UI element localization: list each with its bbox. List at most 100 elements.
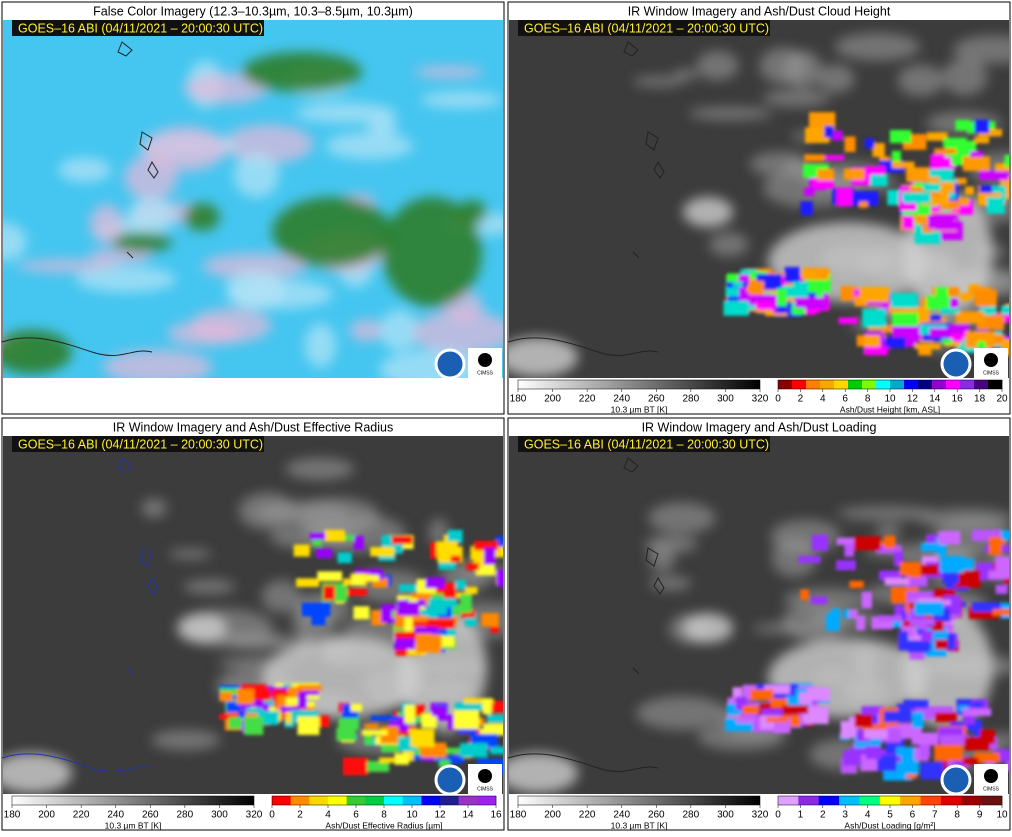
ash-pixel <box>965 331 996 348</box>
ash-pixel <box>865 746 882 760</box>
colorbar-tick-label: 220 <box>579 810 596 821</box>
ash-pixel <box>800 589 809 601</box>
ash-pixel <box>853 289 863 303</box>
ash-pixel <box>923 183 941 192</box>
ash-pixel <box>219 714 242 720</box>
colorbar-segment <box>988 380 1003 389</box>
cloud <box>644 535 698 553</box>
ash-pixel <box>940 734 970 745</box>
ash-pixel <box>920 630 933 642</box>
cloud <box>141 498 167 518</box>
colorbar-tick-label: 14 <box>462 810 474 821</box>
ash-pixel <box>228 717 242 730</box>
ash-pixel <box>915 708 934 720</box>
ash-pixel <box>917 623 927 630</box>
colorbar <box>11 795 255 806</box>
noaa-logo <box>434 348 466 380</box>
ash-pixel <box>353 606 370 620</box>
colorbar-segment <box>848 380 863 389</box>
ash-pixel <box>309 532 326 540</box>
ash-pixel <box>246 708 263 714</box>
cloud <box>897 64 945 97</box>
ash-pixel <box>844 544 855 557</box>
ash-pixel <box>859 287 890 303</box>
ash-pixel <box>859 201 868 208</box>
panel: IR Window Imagery and Ash/Dust Effective… <box>1 417 505 831</box>
ash-pixel <box>825 155 845 161</box>
bright-cloud <box>683 613 733 643</box>
ash-pixel <box>276 695 286 709</box>
colorbar-tick-label: 2 <box>820 810 826 821</box>
colorbar-segment <box>477 796 497 805</box>
ash-pixel <box>854 714 873 728</box>
ash-pixel <box>459 743 488 758</box>
ash-pixel <box>849 609 858 618</box>
ash-pixel <box>863 346 888 356</box>
cloud <box>217 632 291 644</box>
ash-pixel <box>750 689 774 701</box>
colorbar-segment <box>328 796 347 805</box>
ash-pixel <box>912 712 924 729</box>
colorbar-segment <box>876 380 891 389</box>
colorbar <box>517 795 761 806</box>
colorbar-segment <box>818 796 840 805</box>
ash-pixel <box>337 552 352 564</box>
ash-pixel <box>742 705 759 715</box>
panel: IR Window Imagery and Ash/Dust Cloud Hei… <box>507 1 1011 415</box>
ash-pixel <box>280 706 300 713</box>
colorbar-tick-label: 280 <box>683 394 700 405</box>
ash-pixel <box>911 732 939 745</box>
colorbar-tick-label: 6 <box>353 810 359 821</box>
ash-pixel <box>836 187 853 207</box>
ash-pixel <box>439 759 451 769</box>
stamp-bg <box>518 436 770 452</box>
colorbar-segment <box>918 380 933 389</box>
colorbar-tick-label: 3 <box>842 810 848 821</box>
ash-pixel <box>965 186 975 195</box>
ash-pixel <box>798 556 821 563</box>
cloud <box>672 69 700 80</box>
ash-pixel <box>935 712 957 723</box>
ash-pixel <box>287 686 299 706</box>
ash-pixel <box>943 299 958 308</box>
ash-pixel <box>397 737 411 749</box>
ash-pixel <box>836 537 863 545</box>
ash-pixel <box>928 706 954 718</box>
ash-pixel <box>856 730 871 742</box>
colorbar-segment <box>778 796 799 805</box>
colorbar-segment <box>402 796 422 805</box>
ash-pixel <box>962 156 990 171</box>
ash-pixel <box>811 596 827 605</box>
ash-pixel <box>843 168 865 180</box>
ash-pixel <box>914 343 941 350</box>
cloud <box>261 580 302 613</box>
cimss-logo <box>478 769 492 783</box>
ash-pixel <box>805 301 816 315</box>
cloud <box>349 319 384 342</box>
cloud <box>837 506 936 521</box>
ash-pixel <box>870 174 888 187</box>
ash-pixel <box>907 640 930 653</box>
bright-cloud <box>509 337 578 377</box>
colorbar-label: 10.3 µm BT [K] <box>611 820 668 830</box>
cloud <box>306 514 406 553</box>
ash-pixel <box>425 577 445 589</box>
ash-pixel <box>912 188 940 197</box>
stamp: GOES–16 ABI (04/11/2021 – 20:00:30 UTC) <box>18 437 263 451</box>
ash-pixel <box>876 545 902 554</box>
ash-pixel <box>978 129 1003 137</box>
colorbar-tick-label: 4 <box>325 810 331 821</box>
colorbar-segment <box>440 796 459 805</box>
colorbar-tick-label: 10 <box>884 394 896 405</box>
colorbar-tick-label: 180 <box>4 810 21 821</box>
stamp: GOES–16 ABI (04/11/2021 – 20:00:30 UTC) <box>524 437 769 451</box>
ash-pixel <box>402 744 414 762</box>
ash-pixel <box>1001 339 1009 356</box>
colorbar-label: Ash/Dust Effective Radius [µm] <box>325 820 442 830</box>
ash-pixel <box>436 747 461 755</box>
ash-pixel <box>792 281 809 298</box>
dust-cloud <box>242 52 362 92</box>
ash-pixel <box>804 127 830 144</box>
cloud <box>201 253 308 280</box>
ash-dust <box>725 529 1009 781</box>
